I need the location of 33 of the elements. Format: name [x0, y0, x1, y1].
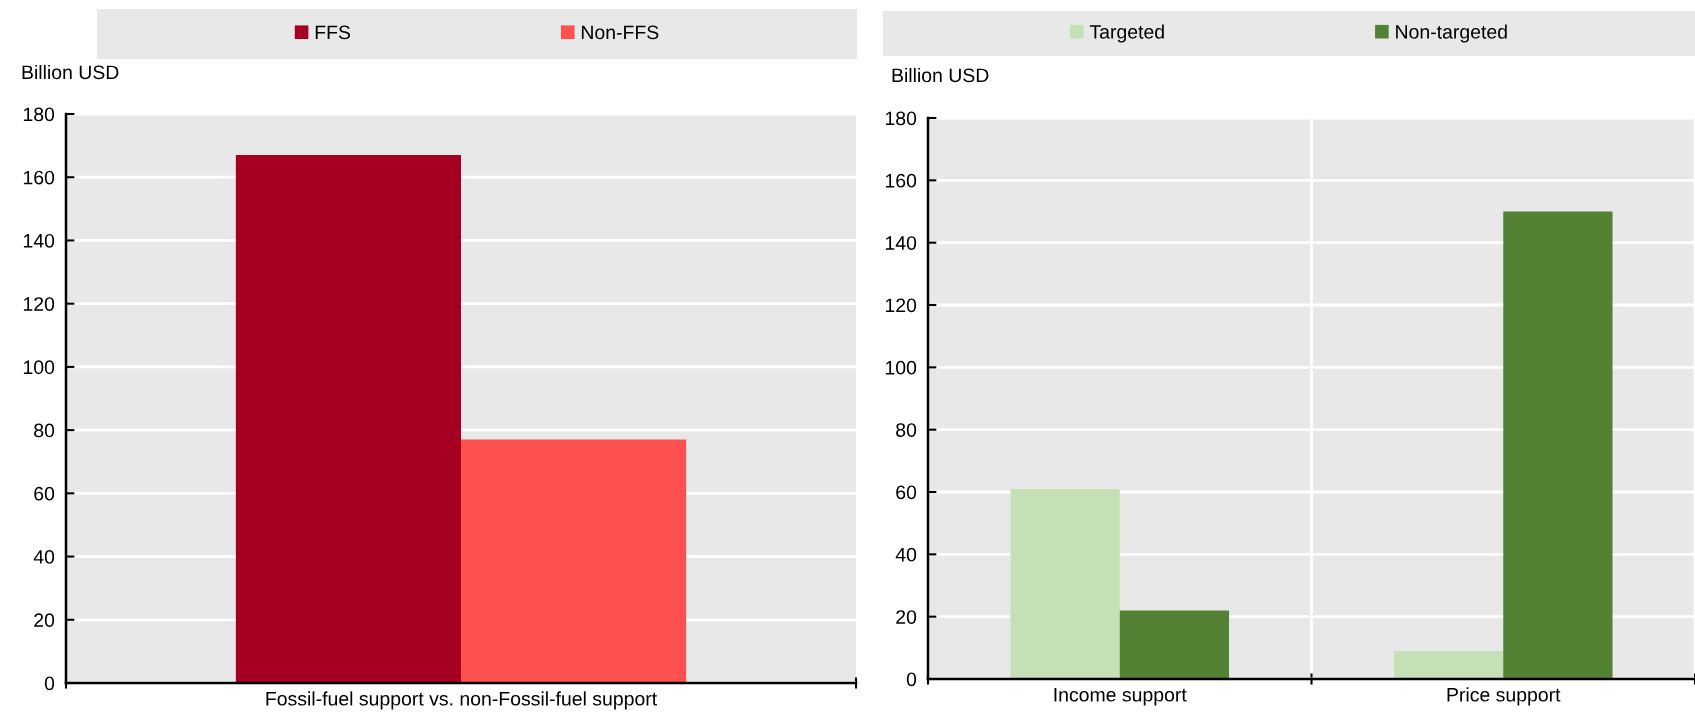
- bar: [1119, 610, 1230, 679]
- y-tick-label: 120: [885, 298, 917, 313]
- bar: [1010, 488, 1120, 679]
- y-tick-label: 160: [885, 173, 917, 188]
- y-tick-label: 80: [34, 423, 55, 438]
- y-tick-label: 0: [906, 672, 917, 687]
- y-tick-label: 40: [33, 550, 55, 564]
- y-tick-label: 20: [34, 613, 55, 628]
- y-tick-label: 20: [896, 610, 917, 624]
- y-tick-label: 100: [885, 360, 917, 375]
- x-tick-label: Price support: [1447, 687, 1561, 706]
- y-tick-label: 60: [896, 485, 917, 500]
- y-tick-label: 40: [895, 547, 917, 562]
- x-tick-label: Fossil-fuel support vs. non-Fossil-fuel support: [266, 691, 658, 710]
- legend-label: FFS: [315, 25, 351, 40]
- y-tick-label: 180: [885, 111, 917, 126]
- bar: [1503, 211, 1613, 679]
- legend-label: Non-targeted: [1396, 24, 1507, 43]
- y-tick-label: 60: [34, 486, 55, 501]
- y-tick-label: 140: [23, 233, 55, 248]
- y-tick-label: 80: [896, 423, 917, 437]
- y-tick-label: 160: [23, 170, 55, 185]
- y-axis-title: Billion USD: [22, 64, 119, 80]
- legend-label: Non-FFS: [581, 25, 659, 40]
- y-tick-label: 180: [23, 107, 55, 122]
- y-axis-title: Billion USD: [892, 67, 989, 83]
- legend-label: Targeted: [1089, 24, 1164, 43]
- x-tick-label: Income support: [1054, 688, 1187, 706]
- y-tick-label: 140: [885, 236, 917, 250]
- y-tick-label: 0: [44, 676, 55, 691]
- bar: [1393, 650, 1504, 679]
- y-tick-label: 100: [23, 360, 55, 375]
- y-tick-label: 120: [23, 297, 55, 311]
